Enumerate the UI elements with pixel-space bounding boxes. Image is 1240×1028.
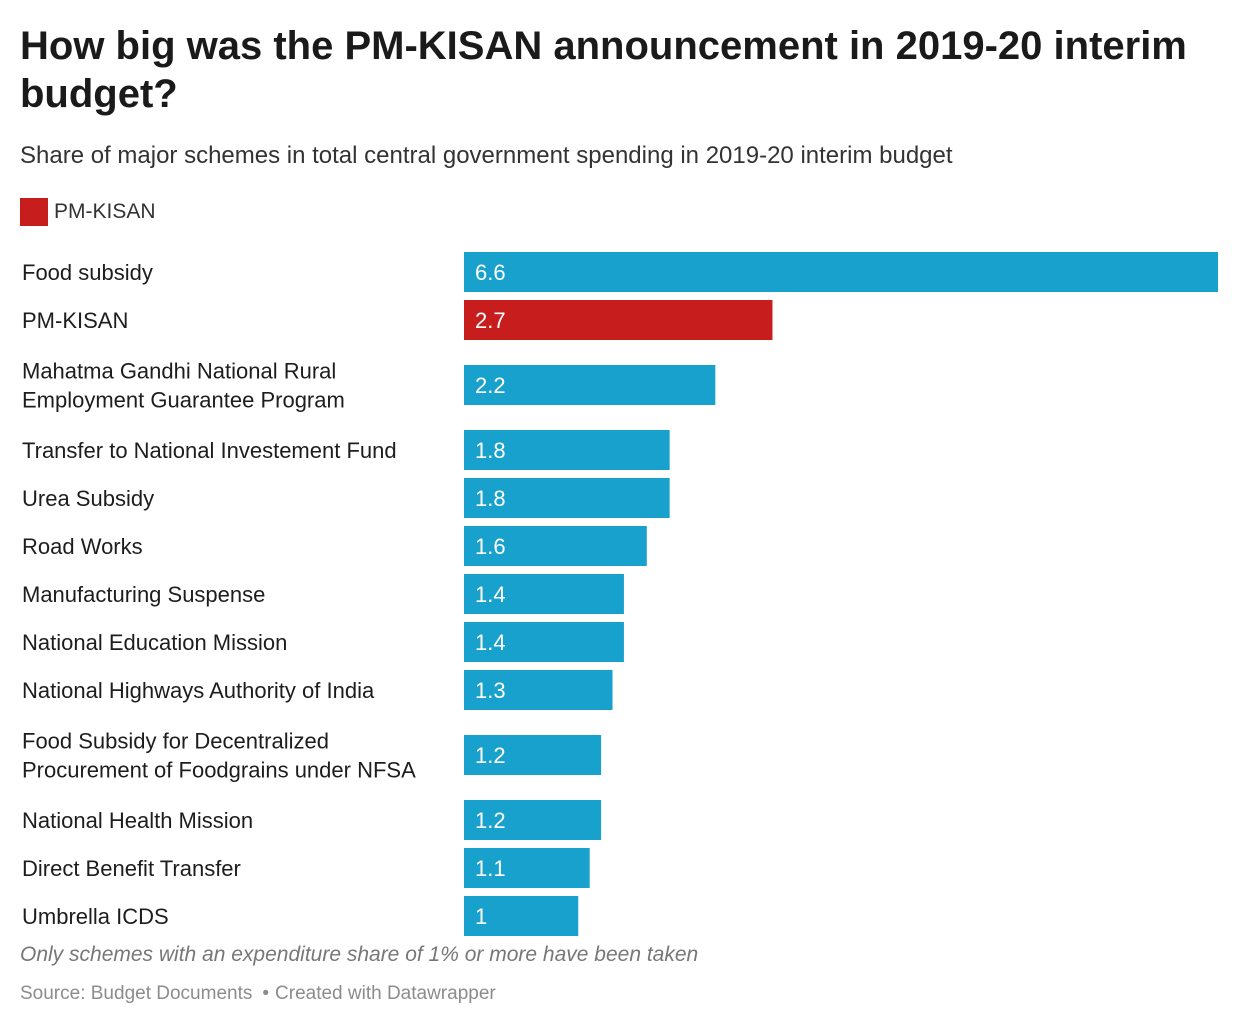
- legend: PM-KISAN: [20, 198, 156, 226]
- bar-value-label-7: 1.4: [475, 630, 506, 655]
- bar-8: [464, 670, 613, 710]
- bar-4: [464, 478, 670, 518]
- category-label-5: Road Works: [22, 534, 143, 559]
- bar-value-label-6: 1.4: [475, 582, 506, 607]
- bar-value-label-4: 1.8: [475, 486, 506, 511]
- bar-11: [464, 848, 590, 888]
- credit-text: Created with Datawrapper: [275, 983, 496, 1004]
- bar-value-label-1: 2.7: [475, 308, 506, 333]
- category-label-1: PM-KISAN: [22, 308, 128, 333]
- category-label-8: National Highways Authority of India: [22, 678, 375, 703]
- category-label-2: Mahatma Gandhi National Rural Employment …: [22, 359, 345, 413]
- bar-value-label-2: 2.2: [475, 373, 506, 398]
- bar-value-label-11: 1.1: [475, 856, 506, 881]
- bar-value-label-12: 1: [475, 904, 487, 929]
- bar-value-label-3: 1.8: [475, 438, 506, 463]
- bar-2: [464, 365, 716, 405]
- chart-subtitle: Share of major schemes in total central …: [20, 142, 953, 169]
- category-label-0: Food subsidy: [22, 260, 153, 285]
- bar-value-label-8: 1.3: [475, 678, 506, 703]
- chart-footer: Source: Budget Documents • Created with Da…: [20, 983, 496, 1005]
- bar-3: [464, 430, 670, 470]
- category-label-6: Manufacturing Suspense: [22, 582, 265, 607]
- bar-0: [464, 252, 1218, 292]
- bar-value-label-0: 6.6: [475, 260, 506, 285]
- bar-9: [464, 735, 602, 775]
- bar-value-label-10: 1.2: [475, 808, 506, 833]
- category-label-7: National Education Mission: [22, 630, 287, 655]
- category-label-11: Direct Benefit Transfer: [22, 856, 241, 881]
- legend-label: PM-KISAN: [54, 200, 156, 223]
- category-label-10: National Health Mission: [22, 808, 253, 833]
- bar-1: [464, 300, 773, 340]
- legend-swatch: [20, 198, 48, 226]
- bar-12: [464, 896, 579, 936]
- bar-10: [464, 800, 602, 840]
- category-label-12: Umbrella ICDS: [22, 904, 169, 929]
- bar-value-label-9: 1.2: [475, 743, 506, 768]
- chart-title: How big was the PM-KISAN announcement in…: [20, 24, 1187, 116]
- source-text: Source: Budget Documents: [20, 983, 253, 1004]
- footer-separator: •: [262, 983, 270, 1004]
- chart-notes: Only schemes with an expenditure share o…: [20, 943, 699, 966]
- bar-5: [464, 526, 647, 566]
- category-label-9: Food Subsidy for Decentralized Procuremen…: [22, 729, 416, 783]
- category-label-4: Urea Subsidy: [22, 486, 154, 511]
- category-label-3: Transfer to National Investement Fund: [22, 438, 397, 463]
- bar-7: [464, 622, 624, 662]
- bar-value-label-5: 1.6: [475, 534, 506, 559]
- bar-6: [464, 574, 624, 614]
